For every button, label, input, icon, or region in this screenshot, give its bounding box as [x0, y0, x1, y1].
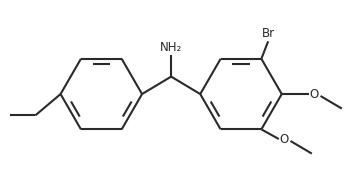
Text: O: O [310, 88, 319, 101]
Text: NH₂: NH₂ [160, 41, 182, 54]
Text: Br: Br [262, 27, 275, 40]
Text: O: O [280, 132, 289, 146]
